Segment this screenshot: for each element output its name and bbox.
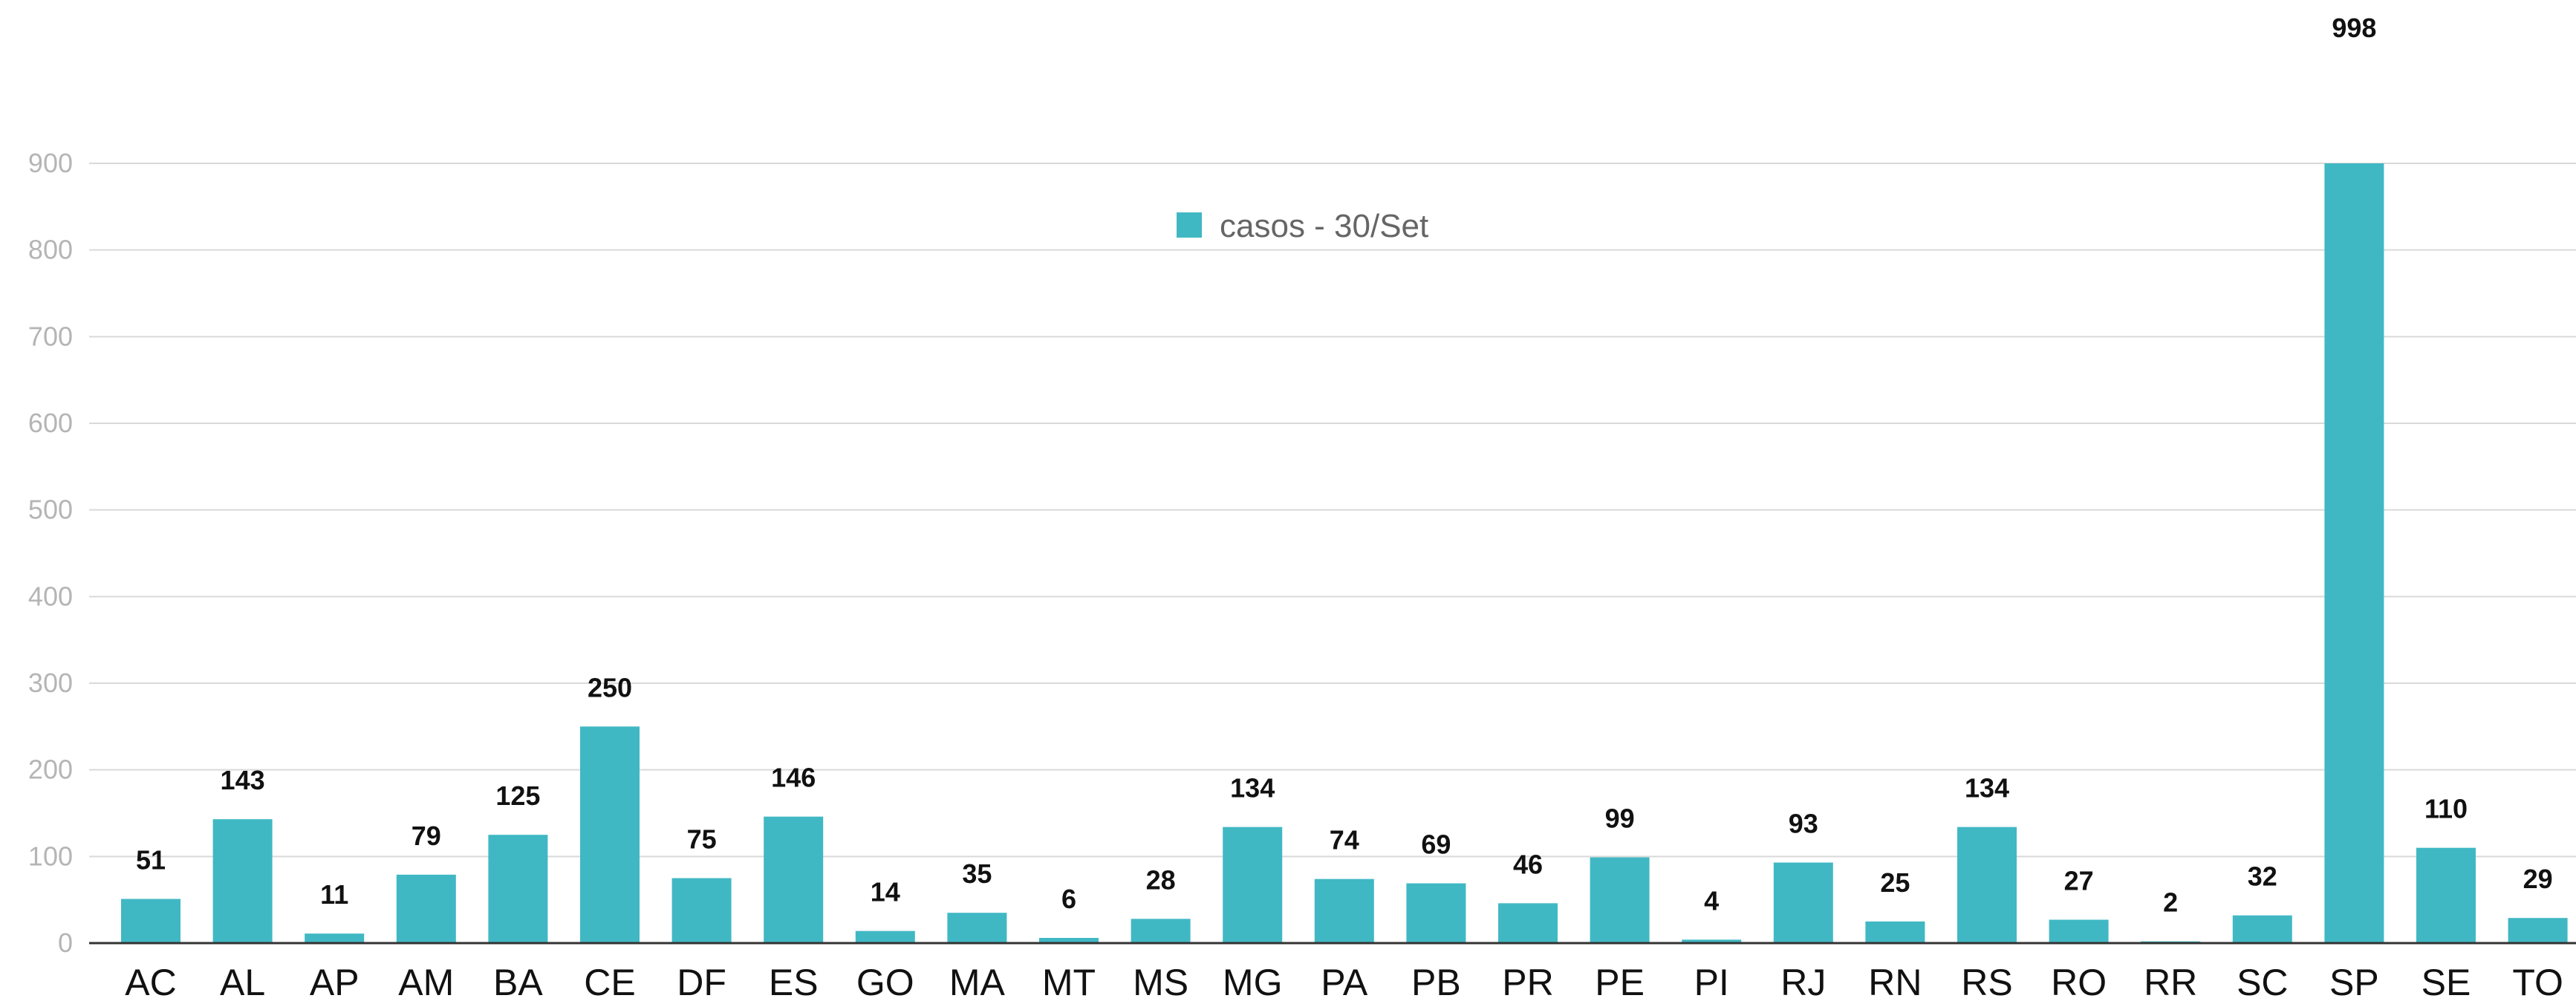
data-label: 143 xyxy=(221,765,265,795)
legend: casos - 30/Set xyxy=(1177,208,1428,244)
x-tick-label: RR xyxy=(2144,962,2197,1003)
x-tick-label: BA xyxy=(493,962,543,1003)
bar xyxy=(305,933,365,943)
data-label: 27 xyxy=(2064,866,2094,896)
bar xyxy=(580,726,640,943)
data-label: 28 xyxy=(1146,864,1176,895)
x-tick-label: DF xyxy=(677,962,726,1003)
y-tick-label: 700 xyxy=(28,321,73,351)
data-label: 134 xyxy=(1965,773,2009,803)
x-tick-label: RO xyxy=(2051,962,2107,1003)
bar xyxy=(1039,938,1099,943)
y-tick-label: 0 xyxy=(58,928,73,958)
y-tick-label: 500 xyxy=(28,495,73,525)
data-label: 11 xyxy=(320,879,348,910)
bar xyxy=(2049,919,2109,943)
bar xyxy=(121,899,180,943)
x-tick-label: PI xyxy=(1694,962,1729,1003)
data-label: 25 xyxy=(1880,867,1910,898)
bar xyxy=(1131,919,1191,943)
bar xyxy=(671,878,732,943)
x-tick-label: RS xyxy=(1961,962,2012,1003)
bar xyxy=(396,874,456,943)
data-label: 93 xyxy=(1789,809,1818,839)
data-label: 79 xyxy=(412,821,441,851)
bar xyxy=(2324,163,2384,943)
x-tick-label: AC xyxy=(125,962,176,1003)
data-label: 99 xyxy=(1605,803,1635,834)
bar xyxy=(212,819,273,943)
data-label: 146 xyxy=(771,763,816,793)
gridlines xyxy=(89,163,2576,858)
data-label: 2 xyxy=(2163,887,2178,918)
bar xyxy=(1682,939,1742,943)
bar xyxy=(2416,847,2476,943)
y-tick-label: 200 xyxy=(28,754,73,785)
data-label: 134 xyxy=(1230,773,1275,803)
legend-swatch xyxy=(1177,212,1202,238)
data-label: 125 xyxy=(495,780,540,811)
data-label: 110 xyxy=(2424,794,2468,824)
data-label: 74 xyxy=(1330,825,1359,855)
bar xyxy=(1957,827,2017,943)
x-tick-label: ES xyxy=(769,962,819,1003)
x-tick-label: SE xyxy=(2421,962,2471,1003)
bar xyxy=(488,835,548,943)
y-tick-label: 400 xyxy=(28,581,73,611)
legend-label: casos - 30/Set xyxy=(1220,208,1428,244)
bar xyxy=(764,816,824,943)
x-tick-label: CE xyxy=(584,962,635,1003)
x-tick-label: PE xyxy=(1595,962,1645,1003)
data-label: 69 xyxy=(1421,829,1451,860)
bar xyxy=(1406,883,1466,943)
x-tick-label: MA xyxy=(949,962,1006,1003)
data-label: 29 xyxy=(2523,864,2553,894)
bar xyxy=(947,913,1007,943)
bars xyxy=(121,163,2568,943)
bar xyxy=(1314,878,1374,943)
bar xyxy=(1223,827,1283,943)
y-axis-ticks: 0 100 200 300 400 500 600 700 800 900 xyxy=(28,148,73,958)
x-tick-label: PA xyxy=(1321,962,1368,1003)
data-label: 51 xyxy=(136,845,166,876)
bar xyxy=(1590,857,1650,943)
x-tick-label: AM xyxy=(398,962,454,1003)
data-label: 998 xyxy=(2332,13,2376,43)
x-tick-label: PB xyxy=(1411,962,1461,1003)
x-tick-label: RJ xyxy=(1780,962,1826,1003)
y-tick-label: 100 xyxy=(28,841,73,871)
bar xyxy=(1498,903,1558,943)
y-tick-label: 800 xyxy=(28,235,73,265)
bar xyxy=(1773,862,1833,943)
x-tick-label: TO xyxy=(2512,962,2563,1003)
data-label: 32 xyxy=(2248,861,2277,892)
data-label: 4 xyxy=(1704,885,1719,916)
x-tick-label: SC xyxy=(2237,962,2288,1003)
y-tick-label: 300 xyxy=(28,668,73,698)
data-label: 35 xyxy=(962,858,992,889)
data-label: 6 xyxy=(1061,884,1076,914)
y-tick-label: 900 xyxy=(28,148,73,178)
bar xyxy=(1865,921,1925,943)
x-tick-label: RN xyxy=(1868,962,1922,1003)
data-label: 250 xyxy=(588,672,632,703)
data-label: 14 xyxy=(871,877,900,907)
data-label: 46 xyxy=(1513,849,1543,879)
x-tick-label: AL xyxy=(220,962,265,1003)
bar xyxy=(2232,915,2292,943)
x-tick-label: AP xyxy=(310,962,360,1003)
x-tick-label: SP xyxy=(2329,962,2379,1003)
y-tick-label: 600 xyxy=(28,408,73,438)
bar xyxy=(2508,918,2568,943)
x-tick-label: GO xyxy=(856,962,914,1003)
x-tick-label: MS xyxy=(1133,962,1188,1003)
bar xyxy=(855,930,915,943)
data-label: 75 xyxy=(687,824,717,855)
x-tick-label: MG xyxy=(1223,962,1283,1003)
x-tick-label: PR xyxy=(1502,962,1553,1003)
x-tick-label: MT xyxy=(1042,962,1096,1003)
data-labels: 51 143 11 79 125 250 75 146 14 35 6 28 134 74 69 46 99 4 9… xyxy=(136,13,2553,918)
x-axis-ticks: AC AL AP AM BA CE DF ES GO MA MT MS MG PA PB PR PE PI RJ RN… xyxy=(125,962,2563,1003)
